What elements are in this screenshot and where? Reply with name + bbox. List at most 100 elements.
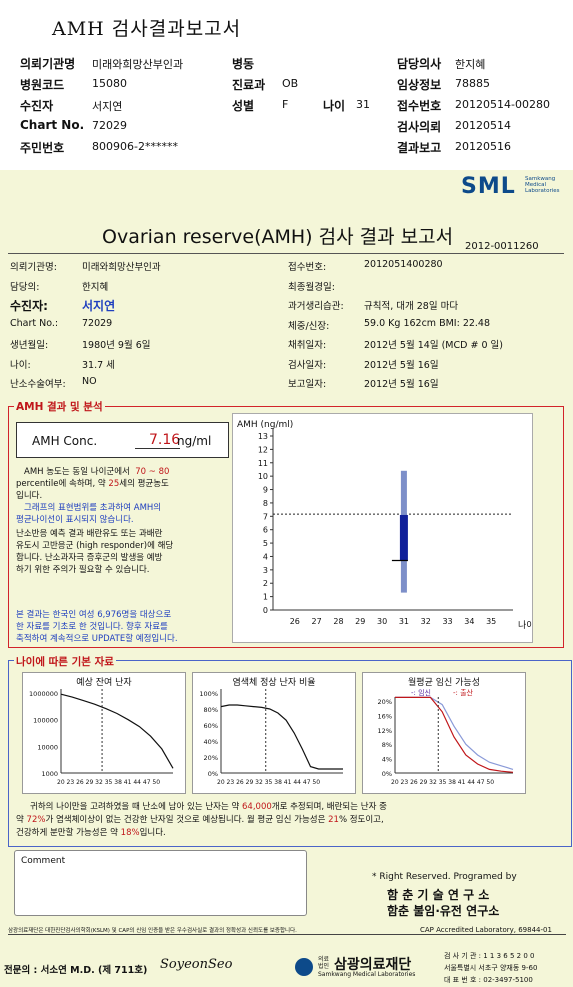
c3-y-label: 20% — [378, 698, 392, 706]
amh-conc-unit: ng/ml — [177, 434, 212, 448]
header-label: 접수번호 — [397, 99, 442, 113]
amh-conc-label: AMH Conc. — [32, 434, 98, 448]
info-right-label: 접수번호: — [288, 262, 327, 273]
amh-y-tick-label: 6 — [263, 526, 268, 535]
amh-y-tick-label: 11 — [258, 459, 268, 468]
info-right-label: 채취일자: — [288, 340, 327, 351]
sml-logo: SML — [461, 174, 516, 199]
age-section-box — [8, 660, 572, 847]
c3-y-label: 0% — [382, 770, 392, 778]
amh-text-2a: 그래프의 표현범위를 초과하여 AMH의 — [24, 503, 162, 513]
c2-y-label: 0% — [208, 770, 218, 778]
header-value: 800906-2****** — [92, 140, 178, 153]
normal-eggs-chart: 염색체 정상 난자 비율 100% 80% 60% 40% 20% 0%20 23 26 2… — [199, 677, 343, 786]
comment-box: Comment — [14, 850, 307, 916]
org-name: 삼광의료재단 — [334, 957, 412, 973]
c2-y-label: 80% — [204, 706, 218, 714]
amh-x-tick-label: 27 — [312, 617, 322, 626]
info-left-label: 담당의: — [10, 281, 40, 293]
info-right-value: 2012년 5월 16일 — [364, 359, 439, 371]
info-right-label: 검사일자: — [288, 359, 327, 371]
info-divider-top — [8, 253, 564, 254]
footer-divider — [8, 934, 566, 935]
c3-legend-pregnancy: -: 임신 — [411, 688, 431, 697]
header-label: 수진자 — [20, 99, 54, 113]
amh-conc-value: 7.16 — [135, 432, 181, 449]
cap-text: CAP Accredited Laboratory, 69844-01 — [420, 926, 552, 934]
header-label: 결과보고 — [397, 141, 442, 155]
info-right-value: 59.0 Kg 162cm BMI: 22.48 — [364, 317, 491, 329]
amh-section-title: AMH 결과 및 분석 — [14, 399, 105, 414]
amh-y-tick-label: 5 — [263, 539, 268, 548]
header-label: 진료과 — [232, 78, 266, 92]
amh-text-4a: 본 결과는 한국인 여성 6,976명을 대상으로 — [16, 610, 172, 620]
header-label: Chart No. — [20, 118, 85, 132]
header-value: 15080 — [92, 77, 127, 90]
amh-section-box — [8, 406, 564, 648]
c2-y-label: 100% — [199, 690, 218, 698]
c3-y-label: 4% — [382, 756, 392, 764]
amh-y-tick-label: 12 — [258, 445, 268, 454]
header-value: OB — [282, 77, 299, 90]
info-right-label: 체중/신장: — [288, 320, 330, 332]
institute-2: 함춘 불임·유전 연구소 — [387, 904, 500, 918]
doctor-signature: SoyeonSeo — [160, 957, 233, 972]
info-left-label: 의뢰기관명: — [10, 262, 57, 273]
comment-label: Comment — [21, 856, 66, 866]
info-left-label: 수진자: — [10, 299, 48, 313]
remaining-eggs-title: 예상 잔여 난자 — [76, 676, 132, 688]
mini-x-ticks: 20 23 26 29 32 35 38 41 44 47 50 — [391, 779, 494, 786]
c3-y-label: 12% — [378, 727, 392, 735]
amh-y-tick-label: 13 — [258, 432, 268, 441]
mini-x-ticks: 20 23 26 29 32 35 38 41 44 47 50 — [57, 779, 160, 786]
header-value: 20120516 — [455, 140, 511, 153]
info-right-value: 2012051400280 — [364, 259, 443, 270]
amh-x-tick-label: 34 — [464, 617, 474, 626]
info-left-label: 난소수술여부: — [10, 379, 66, 390]
header-label: 주민번호 — [20, 141, 65, 155]
amh-y-tick-label: 8 — [263, 499, 268, 508]
header-label: 의뢰기관명 — [20, 57, 76, 71]
header-label: 병동 — [232, 57, 255, 71]
doctor-name: 전문의 : 서소연 M.D. (제 711호) — [4, 965, 148, 976]
c3-curve-0 — [395, 696, 514, 770]
amh-y-tick-label: 10 — [258, 472, 268, 481]
amh-x-tick-label: 32 — [421, 617, 431, 626]
amh-text-3b: 유도시 고반응군 (high responder)에 해당 — [16, 541, 174, 551]
amh-x-tick-label: 31 — [399, 617, 409, 626]
c2-y-label: 60% — [204, 722, 218, 730]
c3-curve-1 — [395, 696, 514, 773]
c3-legend-birth: -: 출산 — [453, 688, 474, 697]
report-page: SML Samkwang Medical Laboratories Ovarian … — [0, 170, 573, 987]
info-left-label: 나이: — [10, 359, 31, 371]
info-left-label: Chart No.: — [10, 317, 59, 329]
rights-text: * Right Reserved. Programed by — [372, 872, 517, 882]
header-label: 임상정보 — [397, 78, 442, 92]
org-logo-icon — [295, 958, 313, 976]
mini-x-ticks: 20 23 26 29 32 35 38 41 44 47 50 — [217, 779, 320, 786]
amh-x-tick-label: 30 — [377, 617, 387, 626]
c1-y-label: 1000 — [41, 770, 58, 778]
header-label: 검사의뢰 — [397, 120, 442, 134]
institute-1: 함 춘 기 술 연 구 소 — [387, 888, 490, 902]
info-left-value: 31.7 세 — [82, 359, 115, 371]
amh-x-tick-label: 26 — [290, 617, 300, 626]
contact-2: 서울특별시 서초구 양재동 9-60 — [444, 964, 538, 972]
report-title: Ovarian reserve(AMH) 검사 결과 보고서 — [102, 226, 454, 248]
amh-chart-ylabel: AMH (ng/ml) — [237, 420, 293, 430]
amh-box — [399, 514, 408, 561]
info-left-value: 한지혜 — [82, 281, 109, 293]
info-right-value: 2012년 5월 14일 (MCD # 0 일) — [364, 340, 503, 351]
c1-y-label: 1000000 — [29, 690, 58, 698]
header-title: AMH 검사결과보고서 — [52, 18, 242, 40]
c2-y-label: 20% — [204, 754, 218, 762]
info-right-label: 과거생리습관: — [288, 301, 344, 312]
amh-chart-panel: AMH (ng/ml) 13 12 11 10 9 8 7 6 5 4 3 2 1 0 26 27 28 29 30 3… — [232, 413, 535, 643]
amh-text-1c: 입니다. — [16, 491, 43, 501]
summary-line-2: 약 72%가 염색체이상이 없는 건강한 난자일 것으로 예상됩니다. 월 평균… — [16, 815, 384, 825]
contact-3: 대 표 번 호 : 02-3497-5100 — [444, 976, 533, 984]
age-section-title: 나이에 따른 기본 자료 — [14, 654, 116, 669]
c1-y-label: 100000 — [33, 717, 58, 725]
amh-y-tick-label: 2 — [263, 579, 268, 588]
